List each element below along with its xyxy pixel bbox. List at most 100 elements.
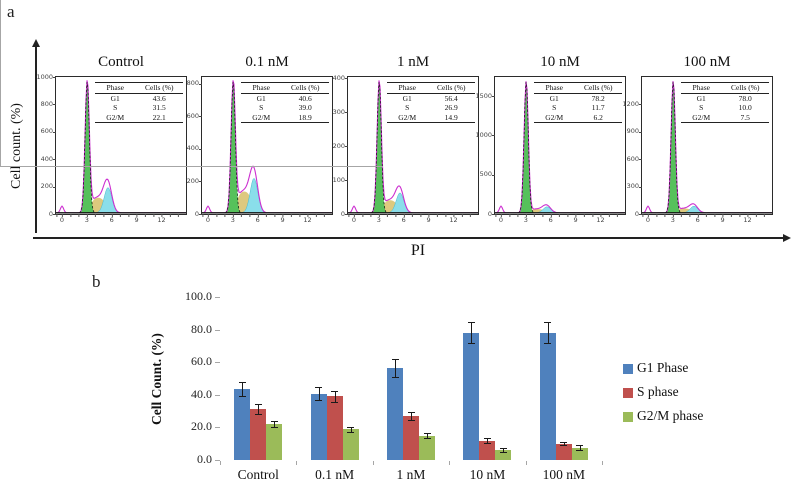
y-tick-label: 100 (332, 175, 345, 184)
x-tick-label: 9 (573, 216, 578, 224)
error-bar-cap-bottom (560, 445, 568, 447)
x-tick-label: 6 (401, 216, 406, 224)
x-tick-label: 6 (695, 216, 700, 224)
bar-y-tick-mark (215, 297, 220, 298)
x-tick-label: 9 (280, 216, 285, 224)
bar-y-tick-mark (215, 460, 220, 461)
x-tick-label: 0 (59, 216, 64, 224)
x-tick-label: 9 (134, 216, 139, 224)
legend-swatch-g1-phase (623, 364, 633, 374)
y-tick-label: 800 (40, 99, 53, 108)
phase-cell: S (552, 103, 557, 112)
flow-x-axis-line (33, 237, 785, 239)
percent-cell: 26.9 (444, 103, 458, 112)
error-bar-cap-bottom (499, 451, 507, 453)
y-tick-label: 400 (40, 154, 53, 163)
bar-g2-m-phase-10-nm (495, 449, 512, 460)
error-bar (579, 445, 581, 451)
phase-table-row: G2/M 18.9 (241, 113, 329, 123)
error-bar-cap-top (499, 448, 507, 450)
bar-g1-phase-100-nm (539, 332, 556, 460)
y-tick-label: 800 (186, 79, 199, 88)
bar-g1-phase-0-1-nm (310, 393, 327, 460)
phase-table: Phase Cells (%) G1 56.4 S 26.9 G2/M 14.9 (387, 82, 475, 123)
error-bar-cap-top (315, 387, 323, 389)
subplot-title: 100 nM (683, 54, 731, 70)
y-tick-mark (639, 131, 642, 133)
error-bar-cap-bottom (467, 343, 475, 345)
y-tick-label: 900 (626, 127, 639, 136)
y-tick-mark (53, 214, 56, 215)
phase-table: Phase Cells (%) G1 40.6 S 39.0 G2/M 18.9 (241, 82, 329, 123)
subplot-title: Control (98, 54, 144, 70)
bar-g1-phase-control (234, 388, 251, 460)
x-tick-label: 12 (596, 216, 605, 224)
phase-cell: G2/M (252, 112, 271, 122)
error-bar (350, 426, 352, 432)
bar-y-tick-label: 80.0 (191, 321, 212, 336)
percent-cell: 18.9 (298, 112, 312, 122)
y-tick-mark (492, 135, 495, 137)
bar-s-phase-1-nm (403, 416, 419, 460)
x-tick-label: 9 (720, 216, 725, 224)
x-minor-ticks (348, 214, 478, 217)
y-tick-mark (199, 181, 202, 183)
percent-cell: 78.0 (738, 93, 752, 103)
subplot-title: 1 nM (396, 54, 430, 70)
y-tick-label: 200 (186, 176, 199, 185)
y-tick-mark (53, 77, 56, 78)
cells-header-cell: Cells (%) (583, 83, 613, 92)
phase-table: Phase Cells (%) G1 78.0 S 10.0 G2/M 7.5 (681, 82, 769, 123)
phase-table-row: S 11.7 (534, 103, 622, 113)
cells-header-cell: Cells (%) (144, 83, 174, 92)
phase-table-row: G1 56.4 (387, 94, 475, 104)
error-bar-cap-bottom (315, 400, 323, 402)
x-minor-ticks (202, 214, 332, 217)
y-tick-label: 0 (634, 209, 639, 218)
bar-y-tick-label: 40.0 (191, 386, 212, 401)
panel-b-label: b (92, 272, 101, 291)
x-tick-label: 0 (645, 216, 650, 224)
x-tick-label: 3 (230, 216, 235, 224)
error-bar (318, 387, 320, 401)
phase-table-header: Phase Cells (%) (95, 83, 183, 94)
bar-category-label: 0.1 nM (315, 467, 355, 482)
error-bar-cap-bottom (391, 377, 399, 379)
error-bar (395, 359, 396, 378)
percent-cell: 78.2 (591, 93, 605, 103)
x-tick-label: 12 (449, 216, 458, 224)
y-tick-label: 0 (487, 209, 492, 218)
y-tick-mark (53, 131, 56, 133)
x-tick-label: 6 (255, 216, 260, 224)
error-bar-cap-top (391, 359, 399, 361)
flow-subplot-5: 100 nM 1200 900 600 300 0 0 3 6 9 12 Phase Cells (%)… (622, 54, 773, 224)
phase-header-cell: Phase (252, 83, 270, 92)
y-tick-label: 0 (340, 209, 345, 218)
flow-y-axis-arrowhead-icon (31, 39, 40, 47)
y-tick-label: 300 (626, 182, 639, 191)
subplot-title: 10 nM (540, 54, 580, 70)
histogram-canvas (495, 81, 625, 214)
bar-s-phase-100-nm (555, 443, 572, 460)
phase-cell: G1 (256, 93, 266, 103)
y-tick-label: 200 (40, 182, 53, 191)
x-tick-label: 0 (205, 216, 210, 224)
percent-cell: 31.5 (152, 103, 166, 112)
fit-dashed-curve (224, 81, 242, 214)
flow-panels-container: Control 1000 800 600 400 200 0 0 3 6 9 12 Phase Cells… (36, 54, 773, 224)
flow-subplot-4: 10 nM 1500 1000 500 0 0 3 6 9 12 Phase Cells (%) G1 7… (475, 54, 626, 224)
phase-header-cell: Phase (106, 83, 124, 92)
y-tick-mark (639, 104, 642, 106)
bar-y-tick-label: 100.0 (185, 289, 212, 303)
error-bar (258, 403, 260, 414)
phase-cell: G1 (110, 93, 120, 103)
bar-x-tick-mark (602, 461, 603, 465)
error-bar (503, 448, 505, 452)
error-bar-cap-top (347, 426, 355, 428)
x-tick-label: 12 (743, 216, 752, 224)
y-tick-mark (492, 214, 495, 215)
phase-cell: S (699, 103, 704, 112)
x-minor-ticks (495, 214, 625, 217)
y-tick-label: 500 (479, 170, 492, 179)
y-tick-mark (199, 83, 202, 85)
